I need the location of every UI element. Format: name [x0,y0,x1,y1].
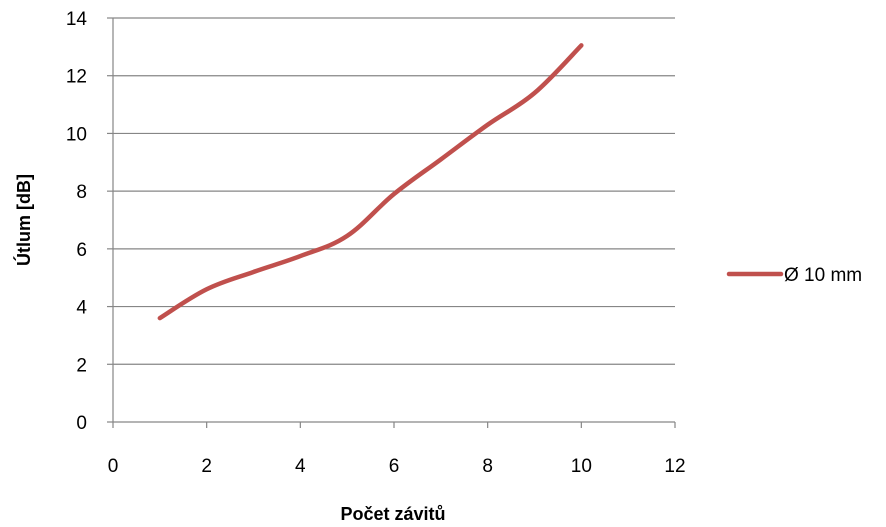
series [157,43,584,321]
y-tick-label: 8 [76,182,87,203]
x-tick-label: 8 [482,456,493,477]
gridlines [113,17,675,365]
axes [107,17,676,428]
y-tick-label: 12 [66,67,87,88]
y-tick-label: 6 [76,240,87,261]
x-tick-label: 4 [295,456,306,477]
x-tick-label: 2 [201,456,212,477]
y-tick-labels: 0 2 4 6 8 10 12 14 [66,9,88,434]
legend: Ø 10 mm [726,265,862,286]
y-tick-label: 10 [66,124,87,145]
y-tick-label: 4 [76,298,87,319]
x-tick-label: 10 [571,456,592,477]
y-tick-label: 0 [76,413,87,434]
x-tick-label: 12 [664,456,685,477]
legend-label: Ø 10 mm [784,265,862,286]
y-axis-title: Útlum [dB] [13,174,34,266]
y-tick-label: 14 [66,9,88,30]
series-line [157,43,584,321]
x-tick-labels: 0 2 4 6 8 10 12 [108,456,686,477]
x-tick-label: 6 [389,456,400,477]
x-axis-title: Počet závitů [340,504,445,524]
y-tick-label: 2 [76,355,87,376]
x-tick-label: 0 [108,456,119,477]
